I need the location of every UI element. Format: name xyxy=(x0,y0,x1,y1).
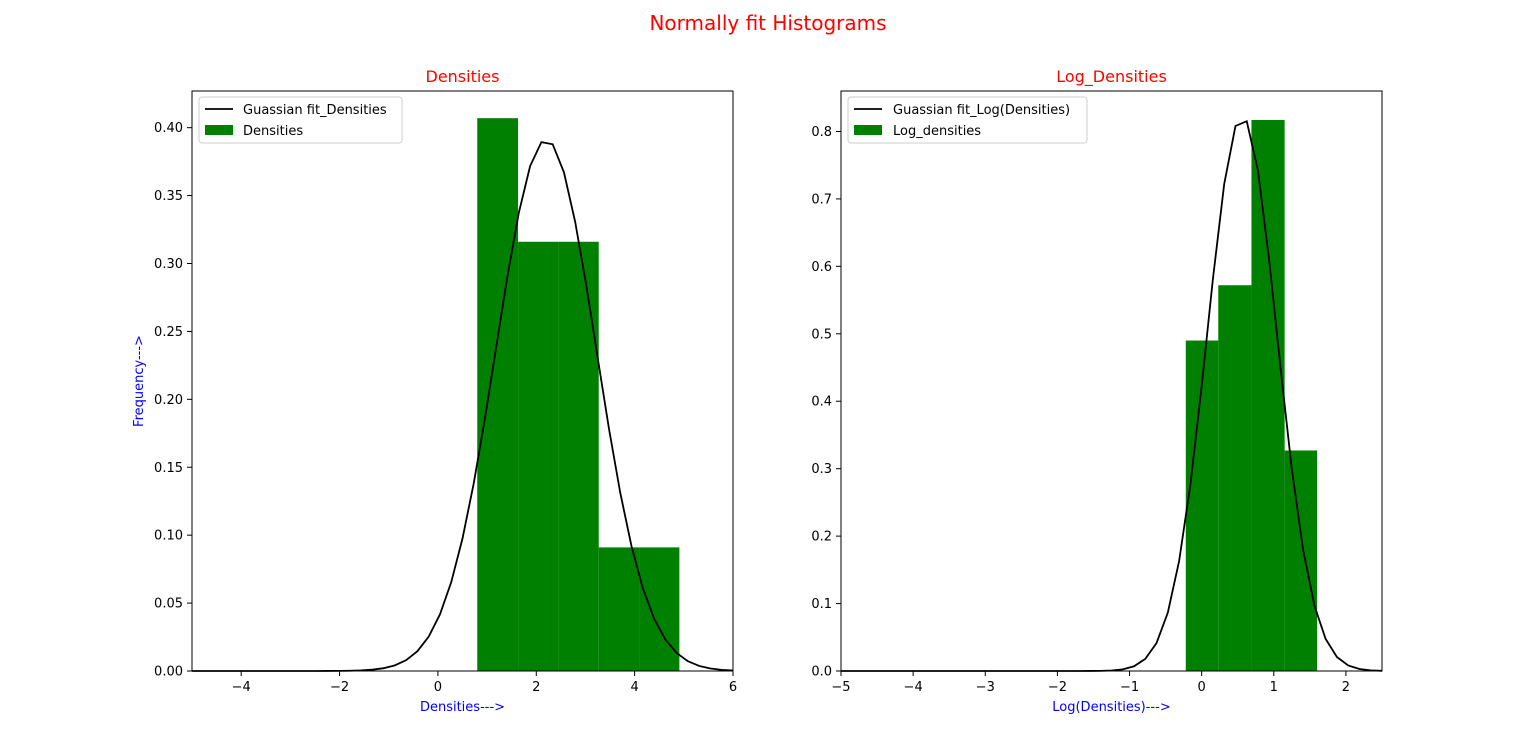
densities-legend-bar-swatch xyxy=(205,125,233,135)
log-densities-y-tick-label: 0.7 xyxy=(811,192,832,207)
log-densities-y-tick-label: 0.1 xyxy=(811,597,832,612)
log-densities-histogram xyxy=(1185,120,1318,671)
densities-x-tick-label: 2 xyxy=(532,680,540,695)
log-densities-x-tick-label: 2 xyxy=(1342,680,1350,695)
log-densities-x-tick-label: 0 xyxy=(1198,680,1206,695)
log-densities-axes-frame xyxy=(840,90,1383,672)
densities-x-tick-label: 0 xyxy=(434,680,442,695)
densities-y-axis-label: Frequency---> xyxy=(132,335,147,427)
log-densities-x-tick-label: −1 xyxy=(1120,680,1139,695)
densities-histogram xyxy=(477,118,680,672)
log-densities-y-tick-label: 0.2 xyxy=(811,530,832,545)
densities-axes-frame xyxy=(191,90,734,672)
densities-y-tick-label: 0.20 xyxy=(154,393,183,408)
log-densities-x-ticks: −5 −4 −3 −2 −1 0 1 2 xyxy=(831,671,1350,695)
densities-bar-3 xyxy=(598,547,640,671)
log-densities-x-tick-label: −5 xyxy=(831,680,850,695)
densities-subplot: Densities −4 −2 0 2 4 6 0.000.050.100.150.200… xyxy=(132,67,737,715)
densities-y-tick-label: 0.25 xyxy=(154,325,183,340)
densities-x-tick-label: −4 xyxy=(232,680,251,695)
log-densities-y-ticks: 0.0 0.1 0.2 0.3 0.4 0.5 0.6 0.7 0.8 xyxy=(811,125,841,680)
log-densities-subplot-title: Log_Densities xyxy=(1056,67,1167,87)
densities-x-axis-label: Densities---> xyxy=(420,700,505,715)
log-densities-legend-fit-label: Guassian fit_Log(Densities) xyxy=(893,103,1070,118)
log-densities-y-tick-label: 0.3 xyxy=(811,462,832,477)
densities-bar-4 xyxy=(639,547,680,671)
log-densities-bar-0 xyxy=(1185,340,1219,671)
log-densities-bar-2 xyxy=(1251,120,1285,671)
densities-legend-fit-label: Guassian fit_Densities xyxy=(243,103,387,118)
densities-y-tick-label: 0.30 xyxy=(154,257,183,272)
densities-bar-1 xyxy=(518,241,559,671)
log-densities-y-tick-label: 0.6 xyxy=(811,260,832,275)
log-densities-bar-1 xyxy=(1218,285,1252,671)
log-densities-subplot: Log_Densities −5 −4 −3 −2 −1 0 1 2 0.0 0.1 0.2 0.3… xyxy=(811,67,1383,715)
log-densities-x-tick-label: −3 xyxy=(976,680,995,695)
densities-bar-2 xyxy=(558,241,599,671)
log-densities-legend-hist-label: Log_densities xyxy=(893,124,981,139)
densities-subplot-title: Densities xyxy=(426,67,500,86)
log-densities-legend-bar-swatch xyxy=(854,125,882,135)
log-densities-y-tick-label: 0.0 xyxy=(811,665,832,680)
densities-x-tick-label: 6 xyxy=(729,680,737,695)
log-densities-y-tick-label: 0.8 xyxy=(811,125,832,140)
figure-title: Normally fit Histograms xyxy=(649,11,886,35)
log-densities-x-tick-label: 1 xyxy=(1270,680,1278,695)
log-densities-y-tick-label: 0.5 xyxy=(811,327,832,342)
log-densities-x-tick-label: −4 xyxy=(904,680,923,695)
densities-y-tick-label: 0.40 xyxy=(154,121,183,136)
densities-y-tick-label: 0.10 xyxy=(154,529,183,544)
densities-y-tick-label: 0.00 xyxy=(154,665,183,680)
densities-x-tick-label: −2 xyxy=(330,680,349,695)
log-densities-legend: Guassian fit_Log(Densities) Log_densitie… xyxy=(847,96,1088,144)
densities-y-ticks: 0.00 0.05 0.10 0.15 0.20 0.25 0.30 0.35 0.40 xyxy=(154,121,192,680)
densities-legend: Guassian fit_Densities Densities xyxy=(198,96,403,144)
densities-y-tick-label: 0.35 xyxy=(154,189,183,204)
densities-x-tick-label: 4 xyxy=(630,680,638,695)
log-densities-x-tick-label: −2 xyxy=(1048,680,1067,695)
log-densities-bar-3 xyxy=(1284,450,1318,671)
log-densities-y-tick-label: 0.4 xyxy=(811,395,832,410)
densities-x-ticks: −4 −2 0 2 4 6 xyxy=(232,671,737,695)
densities-legend-hist-label: Densities xyxy=(243,124,303,139)
densities-y-tick-label: 0.15 xyxy=(154,461,183,476)
log-densities-x-axis-label: Log(Densities)---> xyxy=(1052,700,1170,715)
densities-bar-0 xyxy=(477,118,519,672)
densities-y-tick-label: 0.05 xyxy=(154,597,183,612)
log-densities-legend-box xyxy=(847,96,1088,144)
densities-legend-box xyxy=(198,96,403,144)
